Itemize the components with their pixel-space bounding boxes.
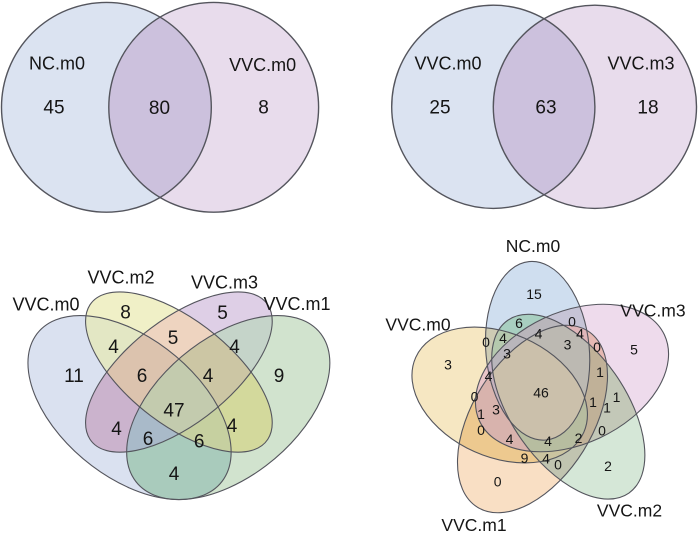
svg-text:3: 3 (564, 337, 572, 353)
svg-text:25: 25 (429, 97, 450, 118)
svg-text:0: 0 (471, 389, 479, 405)
svg-text:VVC.m1: VVC.m1 (263, 294, 330, 314)
svg-text:VVC.m3: VVC.m3 (607, 54, 674, 74)
svg-text:15: 15 (526, 286, 542, 302)
svg-text:1: 1 (596, 364, 604, 380)
svg-text:80: 80 (149, 98, 170, 119)
svg-text:0: 0 (554, 457, 562, 473)
svg-text:4: 4 (535, 326, 543, 342)
svg-text:4: 4 (499, 330, 507, 346)
svg-text:0: 0 (482, 334, 490, 350)
svg-text:8: 8 (258, 97, 269, 118)
svg-text:4: 4 (169, 464, 180, 485)
svg-text:6: 6 (143, 429, 154, 450)
svg-text:VVC.m0: VVC.m0 (414, 54, 481, 74)
svg-text:VVC.m1: VVC.m1 (441, 515, 506, 535)
svg-text:4: 4 (506, 431, 514, 447)
svg-text:6: 6 (515, 315, 523, 331)
svg-text:63: 63 (535, 97, 556, 118)
svg-text:3: 3 (444, 357, 452, 373)
svg-text:NC.m0: NC.m0 (29, 54, 85, 74)
svg-text:4: 4 (227, 416, 238, 437)
svg-text:4: 4 (111, 419, 122, 440)
svg-text:4: 4 (576, 326, 584, 342)
svg-text:6: 6 (137, 366, 148, 387)
svg-text:5: 5 (217, 303, 228, 324)
svg-text:4: 4 (229, 337, 240, 358)
svg-text:0: 0 (598, 423, 606, 439)
svg-text:VVC.m0: VVC.m0 (12, 295, 79, 315)
svg-text:46: 46 (533, 385, 549, 401)
svg-text:3: 3 (492, 402, 500, 418)
svg-text:5: 5 (630, 342, 638, 358)
svg-text:5: 5 (168, 328, 179, 349)
svg-text:VVC.m3: VVC.m3 (191, 273, 258, 293)
svg-text:VVC.m0: VVC.m0 (229, 55, 296, 75)
svg-text:1: 1 (613, 389, 621, 405)
svg-text:9: 9 (274, 366, 285, 387)
svg-text:0: 0 (593, 339, 601, 355)
svg-text:VVC.m0: VVC.m0 (385, 314, 450, 334)
svg-text:4: 4 (203, 366, 214, 387)
svg-text:8: 8 (120, 303, 131, 324)
svg-text:6: 6 (194, 432, 205, 453)
svg-text:NC.m0: NC.m0 (506, 236, 561, 256)
svg-text:1: 1 (603, 400, 611, 416)
svg-text:3: 3 (503, 346, 511, 362)
svg-text:45: 45 (43, 97, 64, 118)
svg-text:VVC.m2: VVC.m2 (87, 268, 154, 288)
svg-text:4: 4 (108, 337, 119, 358)
svg-text:4: 4 (544, 433, 552, 449)
svg-text:18: 18 (637, 97, 658, 118)
svg-text:2: 2 (575, 430, 583, 446)
svg-text:0: 0 (477, 422, 485, 438)
svg-text:4: 4 (485, 368, 493, 384)
svg-text:0: 0 (494, 474, 502, 490)
svg-text:11: 11 (64, 366, 84, 387)
svg-text:0: 0 (568, 314, 576, 330)
svg-text:VVC.m2: VVC.m2 (597, 501, 662, 521)
svg-text:47: 47 (163, 400, 184, 421)
svg-text:2: 2 (604, 458, 612, 474)
svg-text:4: 4 (542, 451, 550, 467)
svg-text:1: 1 (477, 406, 485, 422)
svg-text:VVC.m3: VVC.m3 (620, 300, 685, 320)
svg-text:9: 9 (521, 450, 529, 466)
svg-text:1: 1 (589, 394, 597, 410)
